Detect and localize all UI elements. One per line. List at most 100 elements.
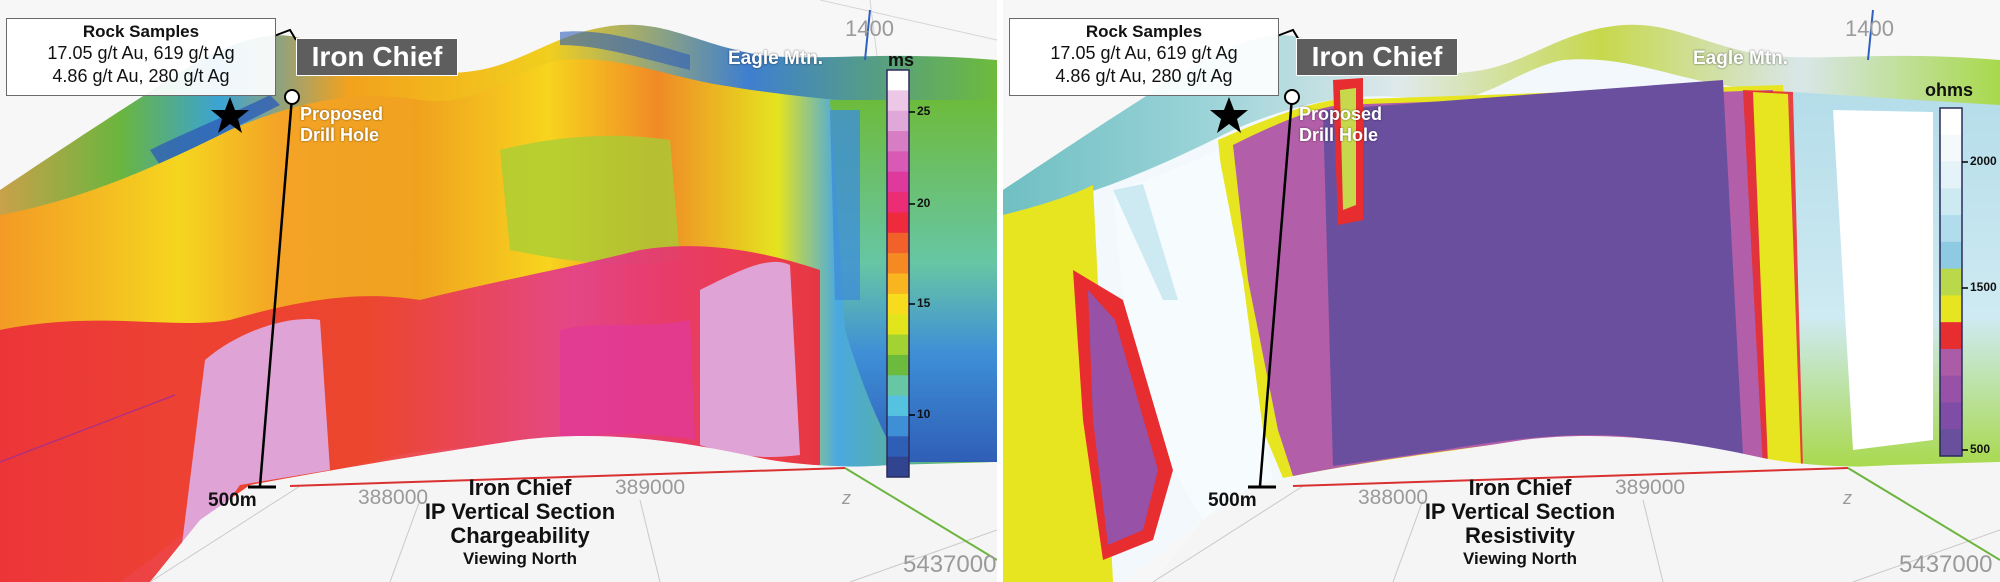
legend-frame <box>1939 107 1963 457</box>
callout-pointer <box>1276 28 1300 41</box>
surface-trace <box>0 394 176 463</box>
legend-swatch <box>1940 134 1962 163</box>
legend-swatch <box>887 354 909 376</box>
resistivity-legend-bar <box>1940 108 1962 457</box>
axis-letter: z <box>1843 488 1852 508</box>
legend-tick-label: 25 <box>917 104 931 118</box>
right-margin-yellow <box>1753 92 1801 466</box>
green-zone <box>500 135 680 265</box>
below-section <box>1153 436 2000 582</box>
legend-tick-label: 20 <box>917 196 931 210</box>
rock-sample-star-icon <box>211 97 249 133</box>
drill-hole-label: Proposed Drill Hole <box>1299 104 1382 146</box>
small-anomaly <box>1340 88 1356 210</box>
drill-hole-trace <box>1258 96 1294 487</box>
rock-samples-line-1: 17.05 g/t Au, 619 g/t Ag <box>1050 43 1238 63</box>
legend-swatch <box>887 70 909 91</box>
conductive-core <box>1323 80 1743 466</box>
section-title-line-2: IP Vertical Section <box>1424 499 1616 524</box>
legend-swatch <box>1940 322 1962 350</box>
section-title: Iron Chief IP Vertical Section Chargeabi… <box>400 476 640 570</box>
legend-swatch <box>1940 161 1962 189</box>
drill-hole-label: Proposed Drill Hole <box>300 104 383 146</box>
drill-collar-icon <box>284 89 300 105</box>
northing-coord: 5437000 <box>903 551 997 578</box>
legend-swatch <box>1940 108 1962 136</box>
section-title-line-1: Iron Chief <box>468 475 572 500</box>
peak-label: Eagle Mtn. <box>728 48 824 69</box>
blue-seam <box>830 110 860 300</box>
section-baseline <box>1292 467 1849 487</box>
elevation-coord: 1400 <box>1845 16 1894 41</box>
chargeability-legend-bar <box>887 70 909 478</box>
pink-anomaly-right <box>700 261 800 457</box>
depth-label: 500m <box>1208 490 1257 511</box>
legend-swatch <box>887 273 909 295</box>
section-title-line-1: Iron Chief <box>1468 475 1572 500</box>
legend-swatch <box>1940 268 1962 296</box>
rock-samples-line-2: 4.86 g/t Au, 280 g/t Ag <box>52 66 230 86</box>
legend-swatch <box>887 151 909 173</box>
terrain-streak-2 <box>560 31 690 71</box>
drill-label-line-1: Proposed <box>1299 104 1383 124</box>
legend-swatch <box>887 90 909 112</box>
vertical-axis <box>864 9 871 61</box>
legend-tick-label: 10 <box>917 407 931 421</box>
north-axis <box>844 467 997 561</box>
legend-swatch <box>887 456 909 478</box>
vertical-axis <box>1867 9 1874 61</box>
legend-swatch <box>1940 375 1962 403</box>
drill-hole-trace <box>258 96 294 487</box>
right-strip <box>830 100 997 462</box>
legend-swatch <box>887 110 909 132</box>
legend-tick-label: 2000 <box>1970 154 1997 168</box>
legend-swatch <box>1940 348 1962 377</box>
resistive-block-right-core <box>1833 110 1933 450</box>
easting-coord-2: 389000 <box>1615 476 1686 499</box>
legend-swatch <box>887 415 909 437</box>
prospect-name-label: Iron Chief <box>1296 38 1458 76</box>
legend-tick-label: 500 <box>1970 442 1991 456</box>
legend-unit: ms <box>888 50 915 70</box>
legend-swatch <box>887 395 909 417</box>
legend-swatch <box>887 293 909 315</box>
depth-label: 500m <box>208 490 257 511</box>
legend-unit: ohms <box>1925 80 1974 100</box>
peak-label: Eagle Mtn. <box>1693 48 1789 69</box>
rock-samples-title: Rock Samples <box>82 22 200 41</box>
rock-samples-title: Rock Samples <box>1085 22 1203 41</box>
section-title-line-3: Resistivity <box>1464 523 1576 548</box>
legend-ticks <box>909 111 915 416</box>
legend-swatch <box>887 436 909 458</box>
terrain-streak <box>150 95 280 165</box>
easting-coord-1: 388000 <box>358 486 429 509</box>
section-title-line-4: Viewing North <box>1463 549 1577 568</box>
northing-coord: 5437000 <box>1899 551 1993 578</box>
rock-samples-line-1: 17.05 g/t Au, 619 g/t Ag <box>47 43 235 63</box>
resistivity-panel: Rock Samples 17.05 g/t Au, 619 g/t Ag 4.… <box>1003 0 2000 582</box>
rock-sample-star-icon <box>1210 97 1248 133</box>
ground-grid <box>149 485 997 582</box>
rock-samples-callout: Rock Samples 17.05 g/t Au, 619 g/t Ag 4.… <box>6 18 276 96</box>
resistivity-section-render <box>1003 9 2000 582</box>
legend-swatch <box>887 192 909 213</box>
legend-swatch <box>1940 429 1962 457</box>
prospect-name-label: Iron Chief <box>296 38 458 76</box>
below-section <box>150 436 997 582</box>
section-title-line-2: IP Vertical Section <box>424 499 616 524</box>
legend-swatch <box>1940 188 1962 216</box>
legend-tick-label: 1500 <box>1970 280 1997 294</box>
section-baseline <box>289 467 846 487</box>
legend-swatch <box>887 375 909 397</box>
rock-samples-callout: Rock Samples 17.05 g/t Au, 619 g/t Ag 4.… <box>1009 18 1279 96</box>
rock-samples-line-2: 4.86 g/t Au, 280 g/t Ag <box>1055 66 1233 86</box>
legend-swatch <box>1940 215 1962 243</box>
axis-letter: z <box>842 488 851 508</box>
legend-swatch <box>1940 295 1962 323</box>
drill-label-line-1: Proposed <box>300 104 384 124</box>
pink-anomaly-left <box>180 319 330 560</box>
panel-divider <box>997 0 1003 582</box>
legend-swatch <box>887 232 909 254</box>
drill-collar-icon <box>1284 89 1300 105</box>
